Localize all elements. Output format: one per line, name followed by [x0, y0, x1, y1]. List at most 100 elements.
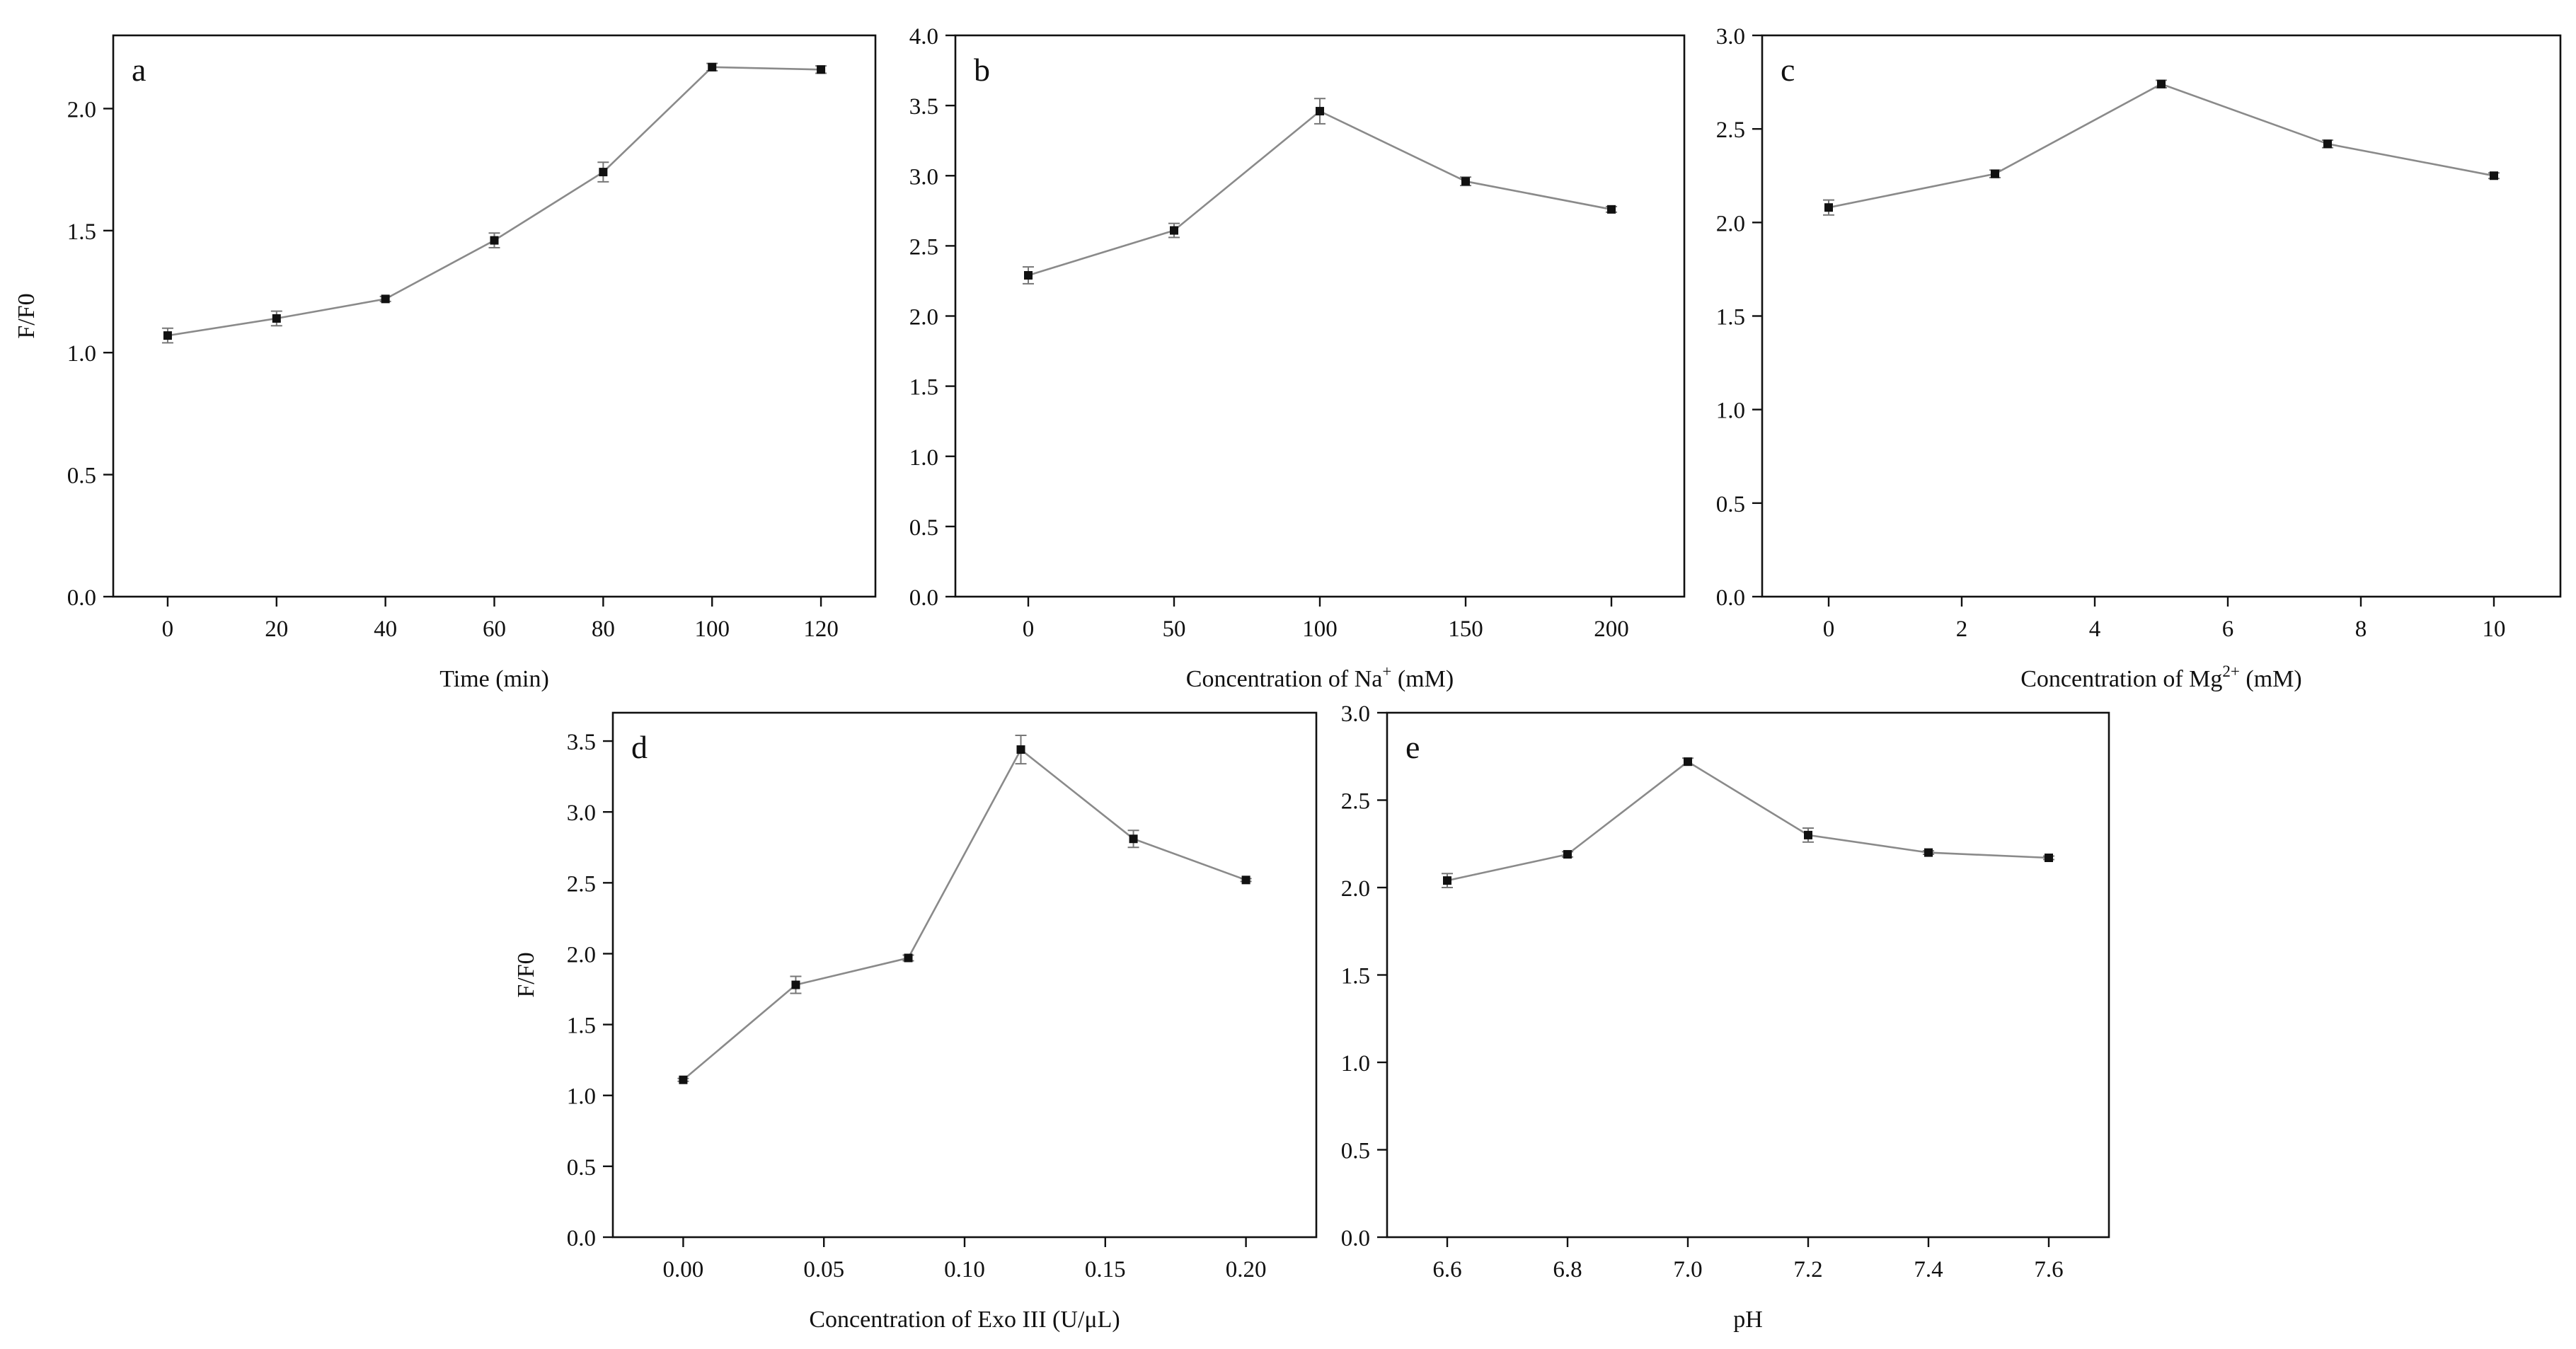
x-tick-label: 0.05 — [803, 1257, 844, 1282]
plot-frame — [1386, 711, 2110, 1239]
x-axis-title: Concentration of Na+ (mM) — [1186, 662, 1454, 692]
panel-b: 0.0 0.5 1.0 1.5 2.0 2.5 3.0 3.5 4.0 0 50 100 150 200 b… — [909, 24, 1686, 692]
y-tick-label: 0.5 — [567, 1155, 596, 1181]
y-axis-title: F/F0 — [513, 952, 539, 997]
y-tick-label: 0.0 — [67, 585, 96, 611]
data-point — [1443, 876, 1451, 885]
x-axis-title-superscript: 2+ — [2222, 662, 2239, 680]
x-tick-label: 10 — [2483, 616, 2506, 642]
y-tick-label: 1.0 — [567, 1084, 596, 1110]
y-tick-label: 3.0 — [1716, 24, 1745, 50]
plot-frame — [112, 34, 877, 598]
x-axis-title: Concentration of Mg2+ (mM) — [2020, 662, 2301, 692]
y-tick-label: 2.0 — [1341, 876, 1370, 902]
panel-label: b — [974, 52, 990, 88]
data-point — [1824, 203, 1833, 212]
data-point — [1316, 107, 1324, 116]
x-axis-title-main: Concentration of Mg — [2020, 666, 2222, 692]
y-tick-label: 3.0 — [1341, 701, 1370, 727]
panel-label: a — [132, 52, 146, 88]
y-tick-label: 4.0 — [909, 24, 938, 50]
data-point — [1607, 205, 1616, 214]
y-tick-label: 0.5 — [1341, 1139, 1370, 1164]
series-line — [1028, 110, 1612, 277]
data-point — [1129, 834, 1138, 844]
data-point — [1016, 745, 1025, 754]
x-tick-label: 100 — [1302, 616, 1338, 642]
y-tick-label: 2.0 — [1716, 211, 1745, 236]
data-point — [1024, 271, 1033, 280]
data-point — [1684, 757, 1692, 767]
data-point — [679, 1075, 688, 1084]
x-tick-label: 0 — [1023, 616, 1035, 642]
panel-label: d — [631, 729, 648, 765]
y-tick-label: 1.5 — [1716, 305, 1745, 331]
x-tick-label: 0 — [1823, 616, 1835, 642]
data-point — [163, 331, 172, 340]
y-axis-title: F/F0 — [13, 293, 40, 338]
panel-d: 0.0 0.5 1.0 1.5 2.0 2.5 3.0 3.5 0.00 0.05 0.10 0.15… — [513, 711, 1318, 1333]
x-tick-label: 0 — [162, 616, 174, 642]
data-point — [708, 62, 717, 71]
plot-frame — [1761, 34, 2562, 598]
x-axis-title-main: Concentration of Na — [1186, 666, 1383, 692]
y-tick-label: 3.5 — [567, 730, 596, 755]
data-point — [2157, 79, 2166, 88]
y-tick-label: 1.5 — [67, 219, 96, 245]
x-axis-title: Time (min) — [439, 666, 549, 692]
x-tick-label: 7.2 — [1793, 1257, 1822, 1282]
x-tick-label: 2 — [1956, 616, 1968, 642]
x-tick-label: 6 — [2222, 616, 2234, 642]
x-tick-label: 7.4 — [1914, 1257, 1943, 1282]
series-line — [1447, 760, 2049, 882]
x-tick-label: 4 — [2089, 616, 2101, 642]
x-tick-label: 0.00 — [663, 1257, 704, 1282]
x-tick-label: 6.8 — [1553, 1257, 1582, 1282]
x-axis-title-main: pH — [1733, 1307, 1763, 1333]
y-tick-label: 2.5 — [909, 234, 938, 260]
y-tick-label: 0.0 — [1716, 585, 1745, 611]
data-point — [599, 168, 608, 177]
data-point — [2323, 139, 2332, 149]
x-tick-label: 7.0 — [1673, 1257, 1702, 1282]
data-point — [1991, 169, 1999, 178]
data-point — [904, 953, 913, 963]
x-tick-label: 200 — [1594, 616, 1629, 642]
x-tick-label: 7.6 — [2034, 1257, 2063, 1282]
y-tick-label: 1.0 — [1716, 398, 1745, 424]
y-tick-label: 0.0 — [567, 1226, 596, 1251]
x-tick-label: 80 — [592, 616, 615, 642]
x-tick-label: 150 — [1448, 616, 1483, 642]
data-point — [2045, 854, 2053, 863]
y-tick-label: 1.0 — [909, 445, 938, 471]
y-tick-label: 0.5 — [1716, 492, 1745, 517]
x-tick-label: 0.15 — [1085, 1257, 1126, 1282]
y-tick-label: 2.5 — [1716, 117, 1745, 143]
x-axis-title-main: Time (min) — [439, 666, 549, 692]
y-tick-label: 0.5 — [909, 515, 938, 541]
y-tick-label: 2.0 — [567, 942, 596, 968]
y-tick-label: 0.5 — [67, 464, 96, 489]
y-tick-label: 3.0 — [567, 800, 596, 826]
data-point — [1461, 177, 1470, 186]
data-point — [490, 236, 499, 245]
y-tick-label: 3.5 — [909, 94, 938, 120]
panel-label: e — [1405, 729, 1420, 765]
x-tick-label: 40 — [374, 616, 397, 642]
x-tick-label: 50 — [1163, 616, 1186, 642]
panel-a: 0.0 0.5 1.0 1.5 2.0 0 20 40 60 80 100 120 a Time (min… — [13, 34, 877, 692]
x-axis-title-superscript: + — [1382, 662, 1391, 680]
x-axis-title: Concentration of Exo III (U/μL) — [809, 1307, 1120, 1333]
x-axis-title-main: Concentration of Exo III (U/μL) — [809, 1307, 1120, 1333]
y-tick-label: 2.5 — [1341, 789, 1370, 815]
panel-c: 0.0 0.5 1.0 1.5 2.0 2.5 3.0 0 2 4 6 8 10 c Concentrati… — [1716, 24, 2562, 692]
series-line — [1828, 83, 2495, 209]
x-tick-label: 20 — [265, 616, 288, 642]
y-tick-label: 1.5 — [1341, 964, 1370, 989]
series-line — [167, 66, 822, 337]
data-point — [1804, 830, 1812, 839]
data-point — [791, 980, 800, 989]
x-tick-label: 60 — [483, 616, 506, 642]
x-axis-title-unit: (mM) — [2240, 666, 2302, 692]
y-tick-label: 0.0 — [1341, 1226, 1370, 1251]
